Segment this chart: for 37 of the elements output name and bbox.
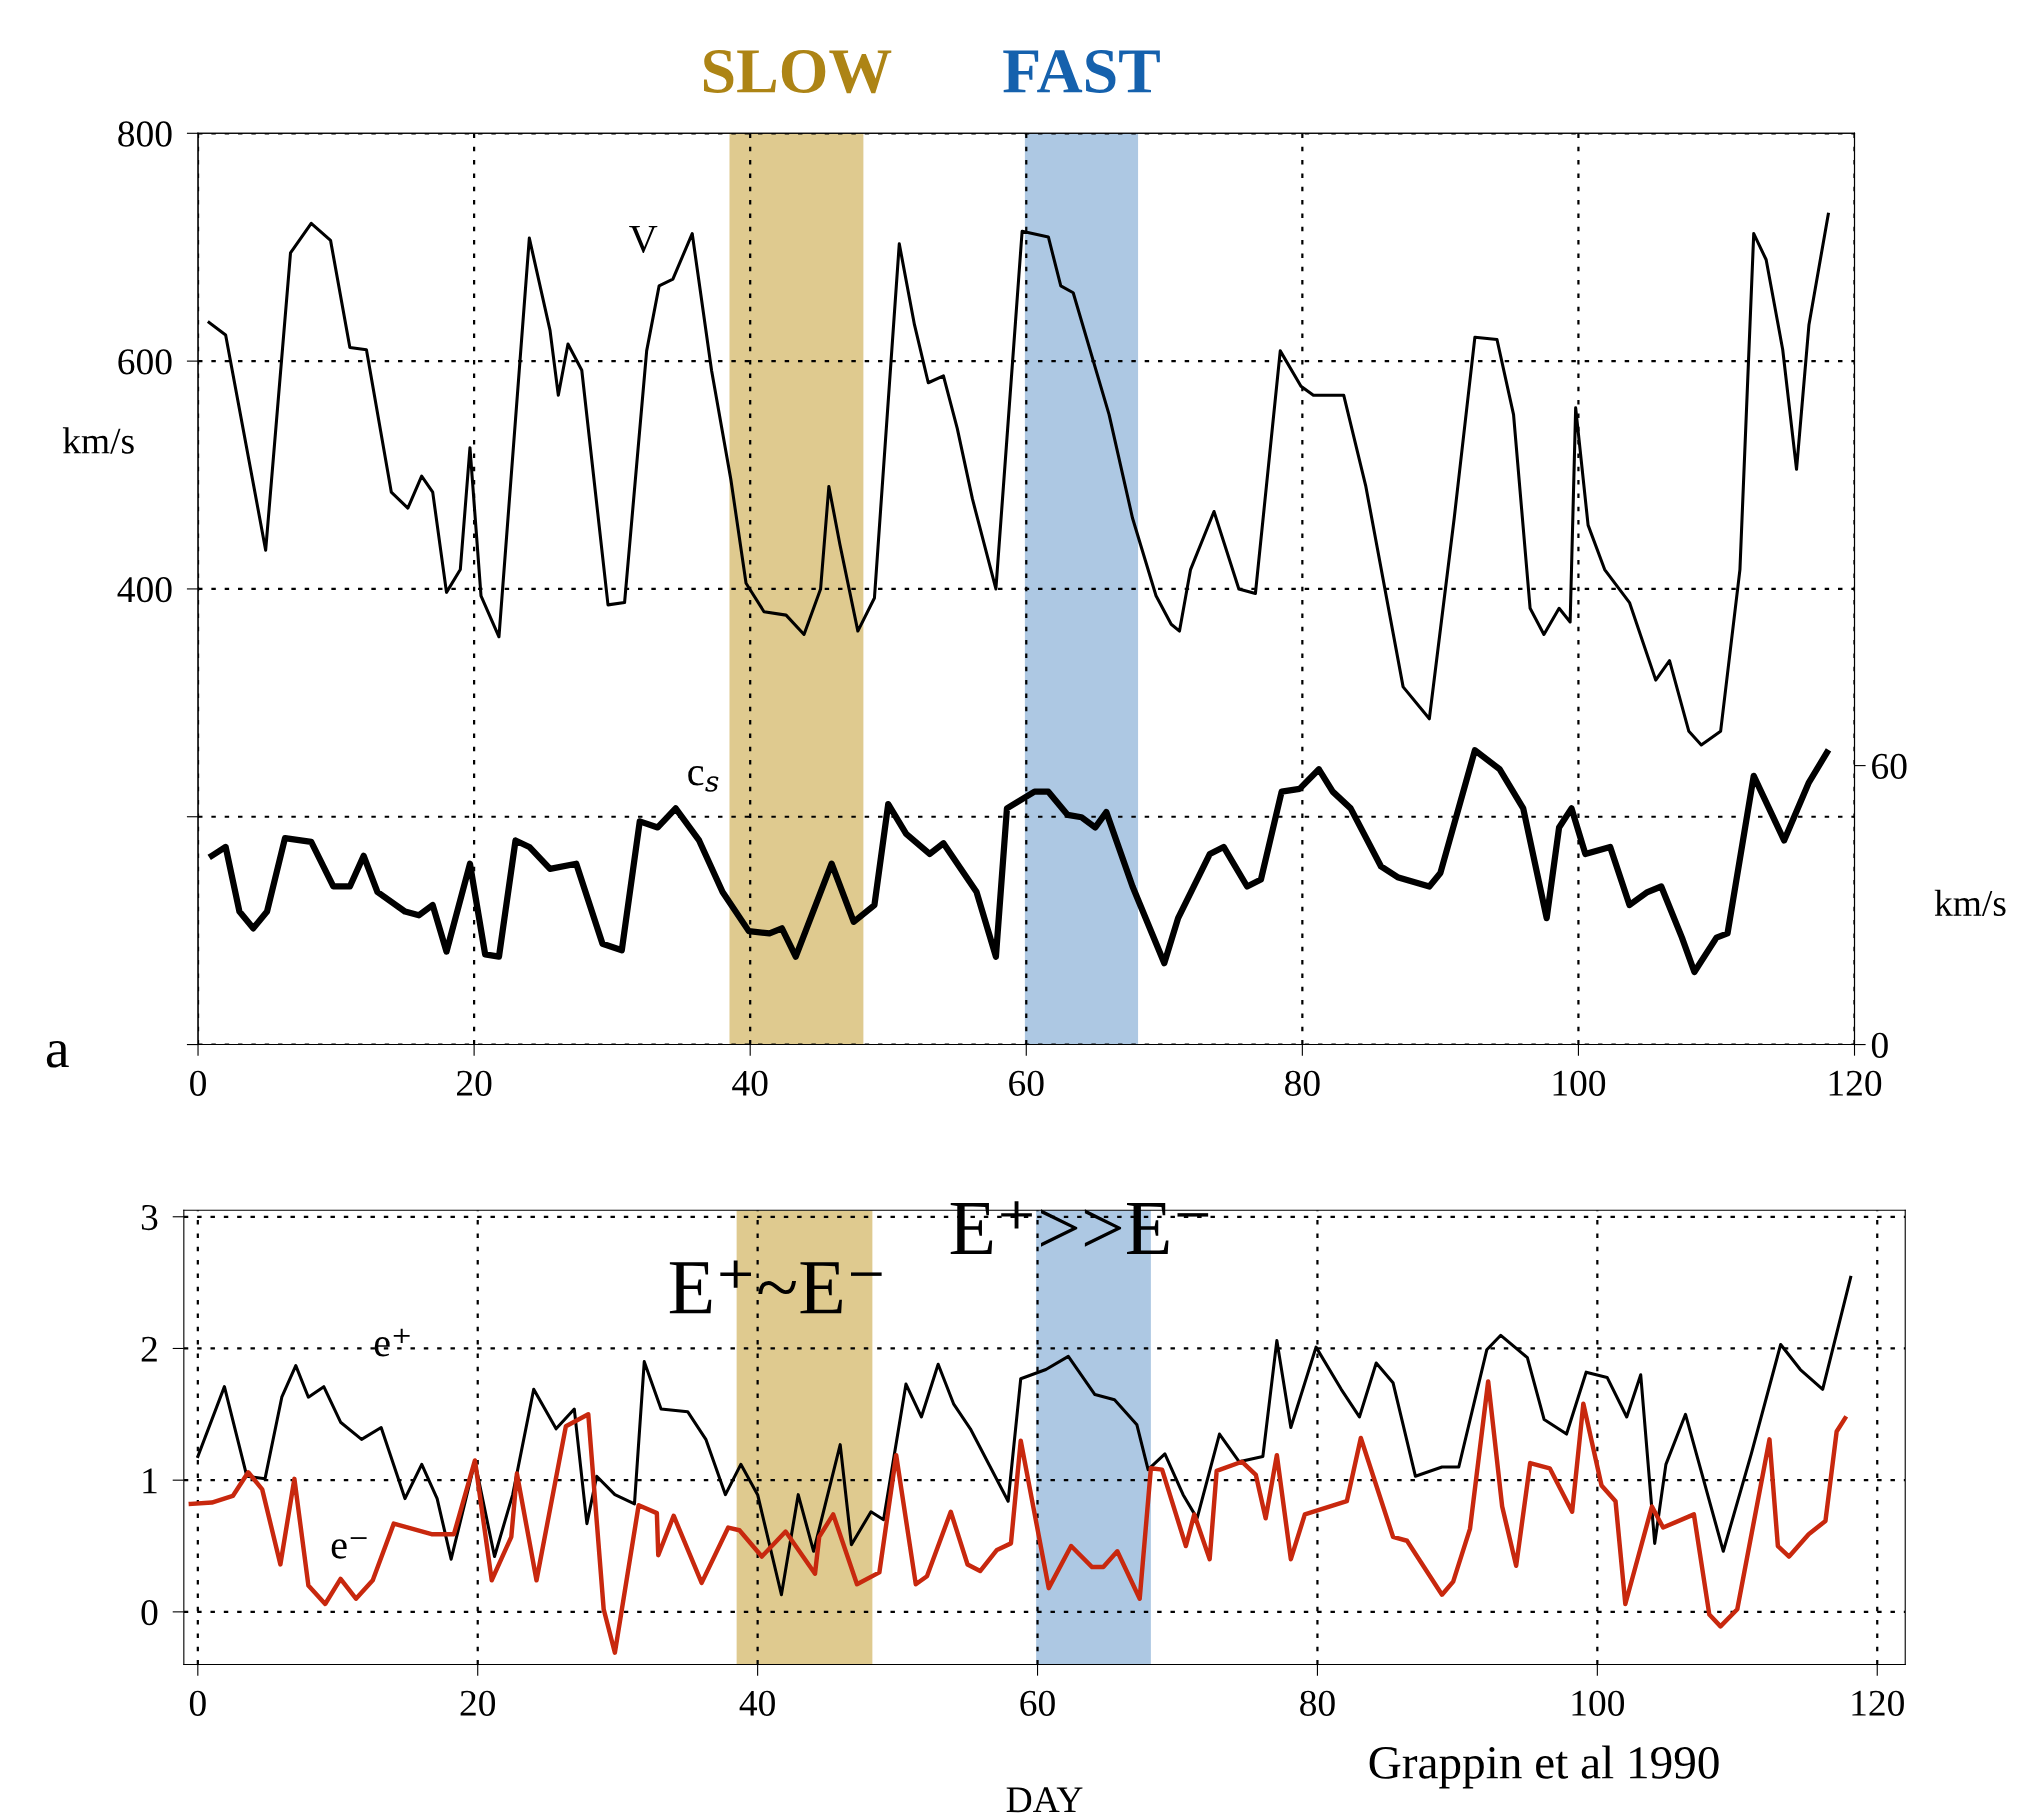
x-tick-label: 120 bbox=[1852, 1690, 1904, 1716]
x-axis-title: DAY bbox=[1006, 1787, 1083, 1813]
y-tick-label: 0 bbox=[141, 1599, 158, 1626]
x-tick-label: 20 bbox=[460, 1690, 496, 1716]
x-tick-label: 40 bbox=[739, 1690, 775, 1716]
x-tick-label: 0 bbox=[190, 1070, 206, 1096]
annotation: E⁺~E⁻ bbox=[669, 1260, 882, 1314]
text: a bbox=[46, 1040, 69, 1068]
y-tick-label: 3 bbox=[141, 1204, 158, 1231]
y2-axis-title: km/s bbox=[1934, 889, 2006, 917]
y-tick-label: 2 bbox=[141, 1336, 157, 1362]
y-tick-label: 1 bbox=[143, 1468, 157, 1494]
x-tick-label: 60 bbox=[1020, 1690, 1055, 1716]
series-label: e⁺ bbox=[374, 1328, 410, 1357]
y2-tick-label: 0 bbox=[1871, 1032, 1888, 1058]
band-label: FAST bbox=[1003, 50, 1160, 93]
series-label: c$_{s}$ bbox=[688, 766, 719, 792]
series-label: V bbox=[629, 225, 658, 253]
x-tick-label: 100 bbox=[1553, 1070, 1606, 1096]
x-tick-label: 40 bbox=[732, 1070, 768, 1096]
x-tick-label: 100 bbox=[1572, 1690, 1625, 1716]
text: Grappin et al 1990 bbox=[1369, 1745, 1719, 1789]
y-tick-label: 600 bbox=[118, 349, 172, 375]
x-tick-label: 20 bbox=[457, 1070, 492, 1096]
series-label: e⁻ bbox=[331, 1537, 367, 1559]
x-tick-label: 80 bbox=[1285, 1070, 1320, 1096]
x-tick-label: 80 bbox=[1300, 1690, 1335, 1716]
annotation: E⁺>>E⁻ bbox=[950, 1201, 1209, 1254]
y-tick-label: 800 bbox=[118, 121, 172, 147]
y-axis-title: km/s bbox=[62, 427, 134, 454]
y-tick-label: 400 bbox=[117, 577, 172, 603]
x-tick-label: 120 bbox=[1829, 1070, 1882, 1096]
band-label: SLOW bbox=[703, 50, 892, 94]
x-tick-label: 0 bbox=[189, 1690, 206, 1716]
line-series bbox=[188, 1379, 1848, 1655]
y2-tick-label: 60 bbox=[1872, 753, 1907, 779]
x-tick-label: 60 bbox=[1009, 1070, 1044, 1096]
